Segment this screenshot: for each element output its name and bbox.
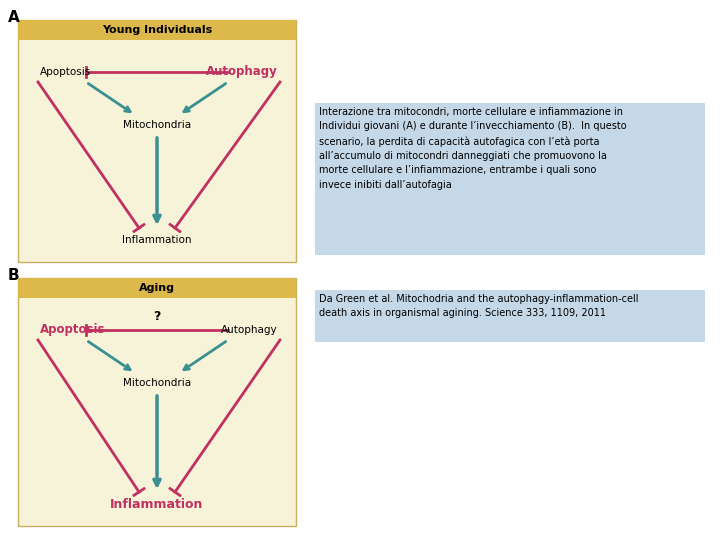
Text: Autophagy: Autophagy bbox=[221, 325, 278, 335]
Bar bbox=[18, 278, 296, 298]
Text: Inflammation: Inflammation bbox=[122, 235, 192, 245]
Text: Autophagy: Autophagy bbox=[206, 65, 278, 78]
Text: A: A bbox=[8, 10, 19, 25]
Text: Inflammation: Inflammation bbox=[110, 497, 204, 510]
Text: Mitochondria: Mitochondria bbox=[123, 120, 191, 130]
Text: Da Green et al. Mitochodria and the autophagy-inflammation-cell
death axis in or: Da Green et al. Mitochodria and the auto… bbox=[319, 294, 639, 319]
Bar bbox=[18, 20, 296, 40]
Text: Apoptosis: Apoptosis bbox=[40, 323, 106, 336]
Bar bbox=[18, 20, 296, 262]
Text: Aging: Aging bbox=[139, 283, 175, 293]
Text: Interazione tra mitocondri, morte cellulare e infiammazione in
Individui giovani: Interazione tra mitocondri, morte cellul… bbox=[319, 107, 626, 190]
Text: Young Individuals: Young Individuals bbox=[102, 25, 212, 35]
Text: Mitochondria: Mitochondria bbox=[123, 378, 191, 388]
Text: ?: ? bbox=[153, 310, 161, 323]
Bar bbox=[315, 290, 705, 342]
Bar bbox=[18, 278, 296, 526]
Text: B: B bbox=[8, 268, 19, 283]
Text: Apoptosis: Apoptosis bbox=[40, 67, 91, 77]
Bar bbox=[315, 103, 705, 255]
